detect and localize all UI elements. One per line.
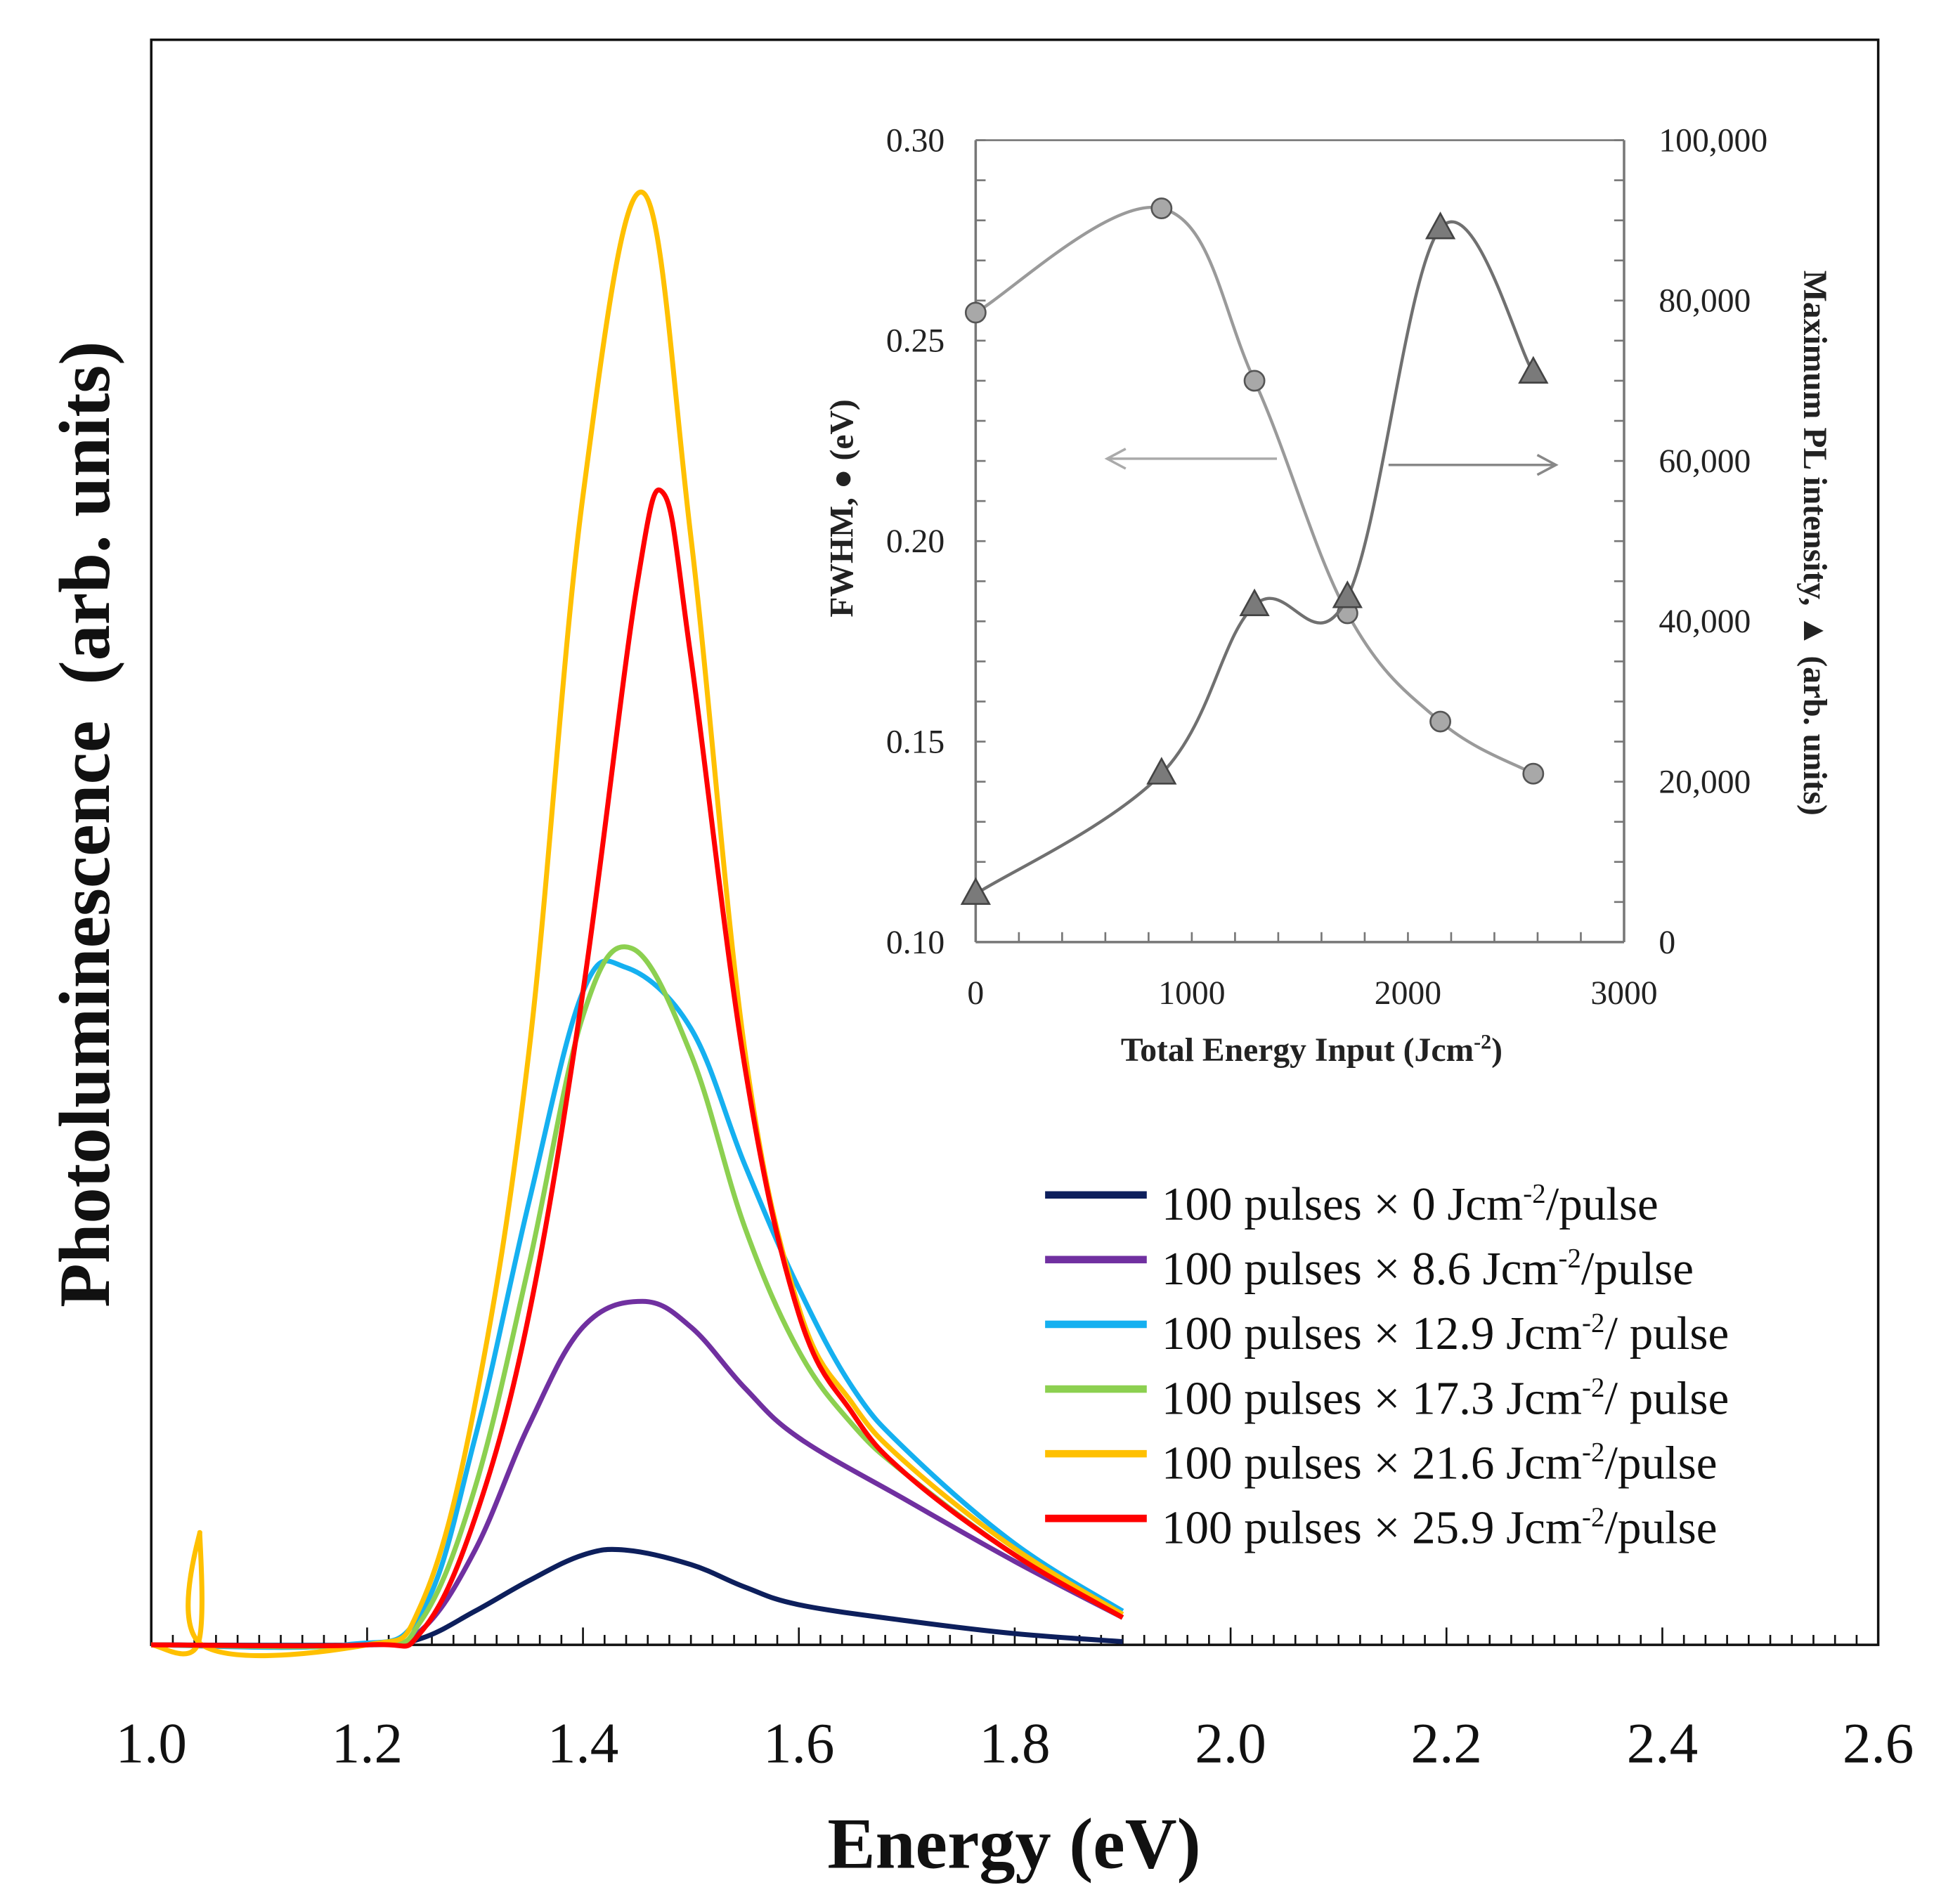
inset-right-tick-label: 80,000 <box>1659 283 1751 320</box>
inset-triangle-marker <box>1332 580 1363 608</box>
inset-circle-marker <box>1429 710 1451 733</box>
x-axis-title: Energy (eV) <box>827 1805 1200 1884</box>
x-tick-label: 1.6 <box>763 1712 834 1775</box>
legend-label: 100 pulses × 0 Jcm-2/pulse <box>1162 1178 1659 1230</box>
series-line <box>151 958 1124 1650</box>
inset-right-tick-label: 60,000 <box>1659 443 1751 480</box>
inset-x-title: Total Energy Input (Jcm-2) <box>1121 1031 1503 1069</box>
x-tick-label: 1.2 <box>332 1712 403 1775</box>
inset-x-tick-label: 2000 <box>1375 975 1441 1012</box>
inset-left-tick-label: 0.25 <box>886 323 945 360</box>
legend: 100 pulses × 0 Jcm-2/pulse 100 pulses × 8… <box>1045 1178 1729 1553</box>
legend-label: 100 pulses × 8.6 Jcm-2/pulse <box>1162 1243 1694 1295</box>
series-line <box>150 190 1124 1659</box>
legend-label: 100 pulses × 12.9 Jcm-2/ pulse <box>1162 1308 1729 1359</box>
x-tick-label: 1.8 <box>979 1712 1050 1775</box>
inset-circle-marker <box>1243 370 1266 392</box>
series-line <box>151 1298 1124 1649</box>
inset-y-right-title: Maximum PL intensity, ▲ (arb. units) <box>1796 270 1833 816</box>
inset-triangle-marker <box>1424 211 1456 240</box>
left-arrow-icon <box>1104 448 1278 470</box>
inset-right-tick-label: 40,000 <box>1659 604 1751 640</box>
x-tick-label: 1.4 <box>547 1712 618 1775</box>
inset-x-tick-label: 0 <box>967 975 984 1012</box>
inset-x-tick-label: 1000 <box>1158 975 1225 1012</box>
inset-circle-marker <box>964 301 987 324</box>
series-line <box>151 1546 1123 1648</box>
x-tick-label: 2.6 <box>1843 1712 1914 1775</box>
inset-chart: 0 1000 2000 3000 0.10 0.15 0.20 0.25 0.30 0 20,000… <box>824 122 1833 1069</box>
x-tick-label: 2.0 <box>1195 1712 1266 1775</box>
x-tick-label: 2.2 <box>1411 1712 1482 1775</box>
inset-circle-marker <box>1150 197 1173 219</box>
inset-y-left-title: FWHM, ● (eV) <box>824 399 861 617</box>
inset-triangle-marker <box>1518 356 1549 384</box>
inset-frame <box>975 140 1624 942</box>
inset-right-tick-label: 0 <box>1659 925 1675 961</box>
inset-left-tick-label: 0.20 <box>886 523 945 560</box>
series-line <box>151 487 1124 1649</box>
x-tick-label: 1.0 <box>116 1712 187 1775</box>
right-arrow-icon <box>1388 454 1559 476</box>
inset-left-tick-label: 0.30 <box>886 122 945 159</box>
inset-triangle-marker <box>960 877 991 905</box>
x-tick-label: 2.4 <box>1627 1712 1698 1775</box>
inset-right-tick-label: 100,000 <box>1659 122 1767 159</box>
legend-label: 100 pulses × 25.9 Jcm-2/pulse <box>1162 1501 1718 1553</box>
inset-x-tick-label: 3000 <box>1590 975 1657 1012</box>
inset-left-tick-label: 0.10 <box>886 925 945 961</box>
inset-triangle-marker <box>1239 588 1270 616</box>
inset-circle-marker <box>1522 762 1545 785</box>
inset-triangle-marker <box>1146 757 1177 785</box>
legend-label: 100 pulses × 17.3 Jcm-2/ pulse <box>1162 1372 1729 1424</box>
legend-label: 100 pulses × 21.6 Jcm-2/pulse <box>1162 1437 1718 1489</box>
inset-left-tick-label: 0.15 <box>886 724 945 760</box>
y-axis-title: Photoluminescence (arb. units) <box>46 341 125 1308</box>
inset-right-tick-label: 20,000 <box>1659 764 1751 800</box>
